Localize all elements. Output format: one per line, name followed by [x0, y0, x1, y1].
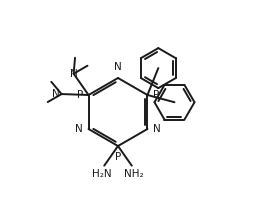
Text: N: N — [70, 69, 77, 79]
Text: NH₂: NH₂ — [124, 169, 144, 179]
Text: P: P — [77, 90, 83, 100]
Text: P: P — [115, 151, 121, 161]
Text: N: N — [75, 124, 83, 134]
Text: N: N — [114, 63, 122, 73]
Text: H₂N: H₂N — [92, 169, 112, 179]
Text: N: N — [153, 124, 161, 134]
Text: N: N — [52, 89, 60, 99]
Text: P: P — [153, 90, 159, 100]
